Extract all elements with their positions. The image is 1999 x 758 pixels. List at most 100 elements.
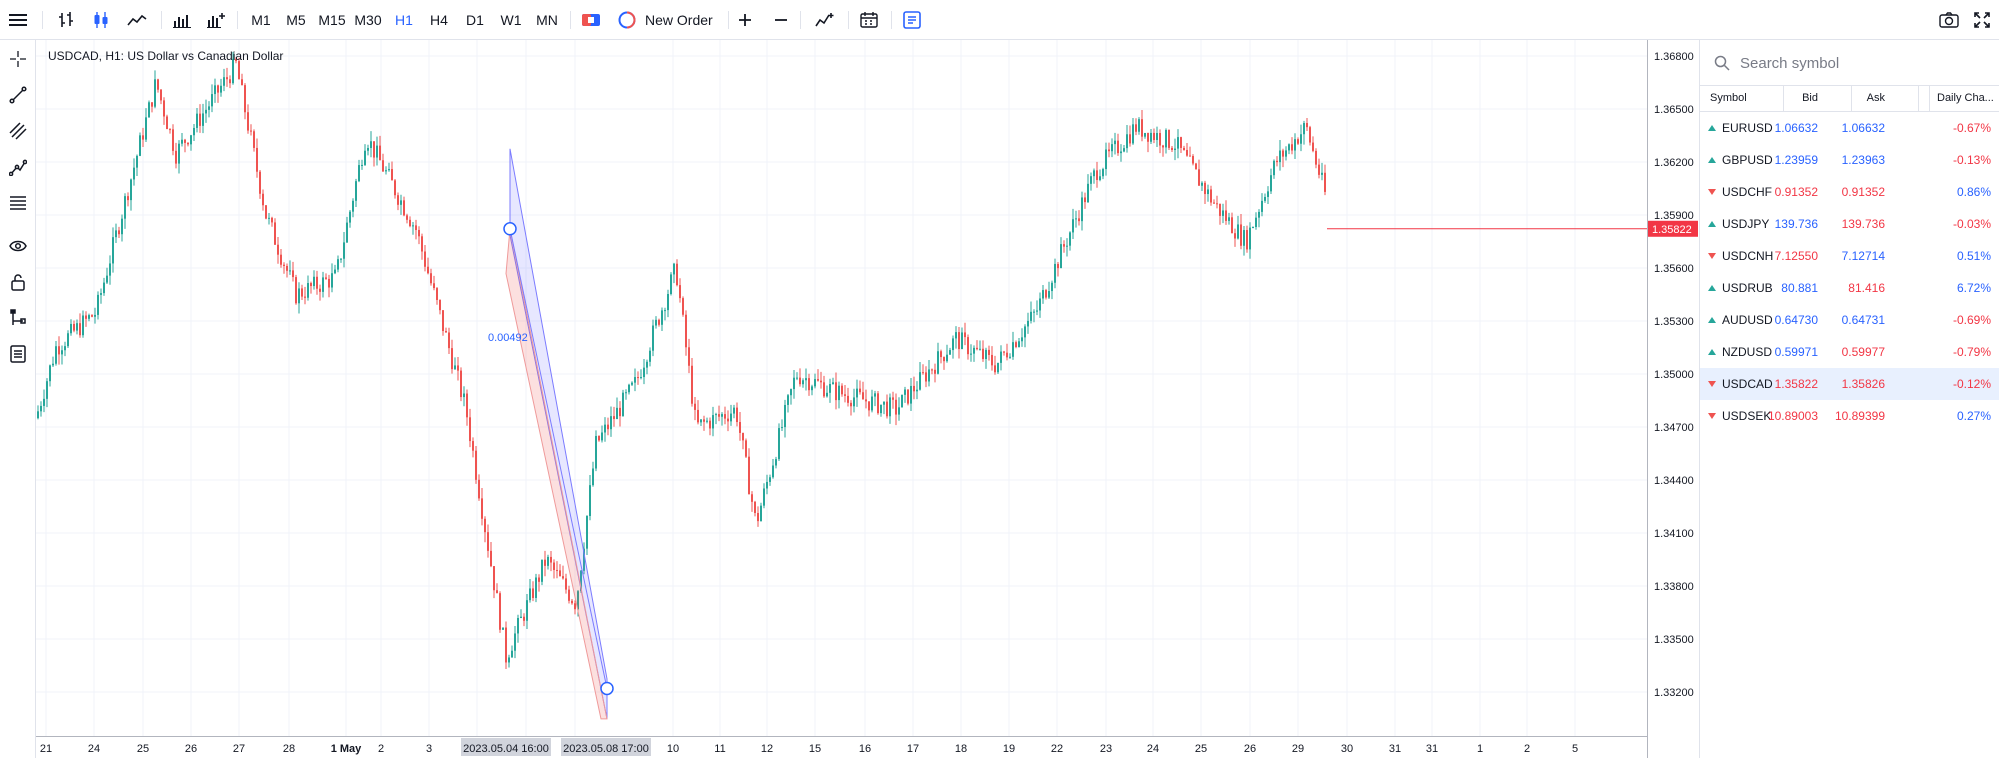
candle-body xyxy=(1018,341,1020,347)
calendar-icon[interactable] xyxy=(856,8,882,32)
candle-body xyxy=(985,349,987,360)
timeframe-h1[interactable]: H1 xyxy=(395,12,413,28)
polyline-icon[interactable] xyxy=(4,153,32,181)
candle-body xyxy=(517,617,519,634)
timeframe-m15[interactable]: M15 xyxy=(318,12,346,28)
watchlist-row-usdsek[interactable]: USDSEK 10.89003 10.89399 0.27% xyxy=(1700,400,1999,432)
candle-body xyxy=(331,273,333,288)
candle-body xyxy=(715,414,717,416)
candle-body xyxy=(184,139,186,143)
candle-body xyxy=(334,269,336,274)
candle-body xyxy=(1111,144,1113,152)
candle-body xyxy=(253,131,255,148)
symbol-search xyxy=(1700,40,1999,86)
branch-icon[interactable] xyxy=(4,304,32,332)
candle-body xyxy=(727,418,729,422)
watchlist-row-usdcad[interactable]: USDCAD 1.35822 1.35826 -0.12% xyxy=(1700,368,1999,400)
candle-body xyxy=(826,392,828,397)
candle-body xyxy=(43,398,45,406)
timeframe-d1[interactable]: D1 xyxy=(466,12,484,28)
color-scheme-icon[interactable] xyxy=(579,8,603,32)
ask-cell: 10.89399 xyxy=(1834,409,1885,423)
object-list-icon[interactable] xyxy=(899,8,925,32)
candlestick-icon[interactable] xyxy=(89,8,113,32)
candle-body xyxy=(1264,196,1266,201)
timeframe-h4[interactable]: H4 xyxy=(430,12,448,28)
market-watch-panel: Symbol Bid Ask Daily Cha... EURUSD 1.066… xyxy=(1699,40,1999,758)
zoom-out-icon[interactable] xyxy=(770,8,792,32)
candle-body xyxy=(187,142,189,145)
candle-body xyxy=(709,420,711,429)
watchlist-row-eurusd[interactable]: EURUSD 1.06632 1.06632 -0.67% xyxy=(1700,112,1999,144)
candle-body xyxy=(520,616,522,618)
candle-body xyxy=(1027,320,1029,327)
menu-icon[interactable] xyxy=(6,8,30,32)
time-tick: 25 xyxy=(137,743,149,755)
crosshair-icon[interactable] xyxy=(4,45,32,73)
bar-chart-icon[interactable] xyxy=(54,8,78,32)
indicators-icon[interactable] xyxy=(204,8,230,32)
candle-body xyxy=(748,456,750,495)
candle-body xyxy=(157,79,159,90)
candle-body xyxy=(592,468,594,486)
candle-body xyxy=(574,603,576,610)
candle-body xyxy=(289,270,291,272)
new-order-label: New Order xyxy=(645,12,713,28)
watchlist-row-usdcnh[interactable]: USDCNH 7.12550 7.12714 0.51% xyxy=(1700,240,1999,272)
candle-body xyxy=(805,378,807,381)
layers-icon[interactable] xyxy=(4,340,32,368)
watchlist-row-usdjpy[interactable]: USDJPY 139.736 139.736 -0.03% xyxy=(1700,208,1999,240)
line-chart-icon[interactable] xyxy=(124,8,150,32)
fibonacci-icon[interactable] xyxy=(4,189,32,217)
indicator-add-icon[interactable] xyxy=(812,8,838,32)
price-chart[interactable]: 0.00492 1.36800 1.36500 1.36200 1.35900 1.35… xyxy=(36,40,1699,758)
watchlist-row-gbpusd[interactable]: GBPUSD 1.23959 1.23963 -0.13% xyxy=(1700,144,1999,176)
fullscreen-icon[interactable] xyxy=(1970,8,1994,32)
column-daily-change[interactable]: Daily Cha... xyxy=(1937,92,1994,104)
candle-body xyxy=(256,147,258,172)
chart-canvas[interactable]: 0.00492 1.36800 1.36500 1.36200 1.35900 1.35… xyxy=(36,40,1699,758)
screenshot-icon[interactable] xyxy=(1936,8,1962,32)
watchlist-row-usdrub[interactable]: USDRUB 80.881 81.416 6.72% xyxy=(1700,272,1999,304)
timeframe-w1[interactable]: W1 xyxy=(500,12,522,28)
new-order-button[interactable]: New Order xyxy=(618,8,730,32)
column-bid[interactable]: Bid xyxy=(1802,92,1818,104)
candle-body xyxy=(121,218,123,235)
timeframe-m1[interactable]: M1 xyxy=(251,12,271,28)
candle-body xyxy=(1003,351,1005,353)
time-tick: 24 xyxy=(1147,743,1159,755)
channel-icon[interactable] xyxy=(4,117,32,145)
symbol-cell: USDCHF xyxy=(1722,185,1772,199)
candle-body xyxy=(1090,176,1092,184)
zoom-in-icon[interactable] xyxy=(734,8,756,32)
candle-body xyxy=(664,310,666,312)
watchlist-row-usdchf[interactable]: USDCHF 0.91352 0.91352 0.86% xyxy=(1700,176,1999,208)
candle-body xyxy=(1234,233,1236,239)
candle-body xyxy=(751,494,753,502)
watchlist-row-nzdusd[interactable]: NZDUSD 0.59971 0.59977 -0.79% xyxy=(1700,336,1999,368)
lock-icon[interactable] xyxy=(4,268,32,296)
watchlist-row-audusd[interactable]: AUDUSD 0.64730 0.64731 -0.69% xyxy=(1700,304,1999,336)
candle-body xyxy=(445,331,447,333)
timeframe-m30[interactable]: M30 xyxy=(354,12,382,28)
price-tick: 1.34400 xyxy=(1654,475,1694,487)
candle-body xyxy=(976,347,978,350)
search-input[interactable] xyxy=(1740,50,1980,76)
bid-cell: 80.881 xyxy=(1781,281,1818,295)
candle-body xyxy=(142,135,144,140)
timeframe-m5[interactable]: M5 xyxy=(286,12,306,28)
trendline-icon[interactable] xyxy=(4,81,32,109)
eye-icon[interactable] xyxy=(4,232,32,260)
candle-body xyxy=(1306,123,1308,128)
candle-body xyxy=(61,350,63,355)
candle-body xyxy=(136,155,138,168)
candle-body xyxy=(694,403,696,410)
candle-body xyxy=(487,532,489,551)
candle-body xyxy=(76,323,78,331)
candle-body xyxy=(874,393,876,397)
timeframe-mn[interactable]: MN xyxy=(536,12,558,28)
candle-body xyxy=(832,382,834,385)
column-symbol[interactable]: Symbol xyxy=(1710,92,1747,104)
volume-icon[interactable] xyxy=(170,8,194,32)
column-ask[interactable]: Ask xyxy=(1866,92,1885,104)
